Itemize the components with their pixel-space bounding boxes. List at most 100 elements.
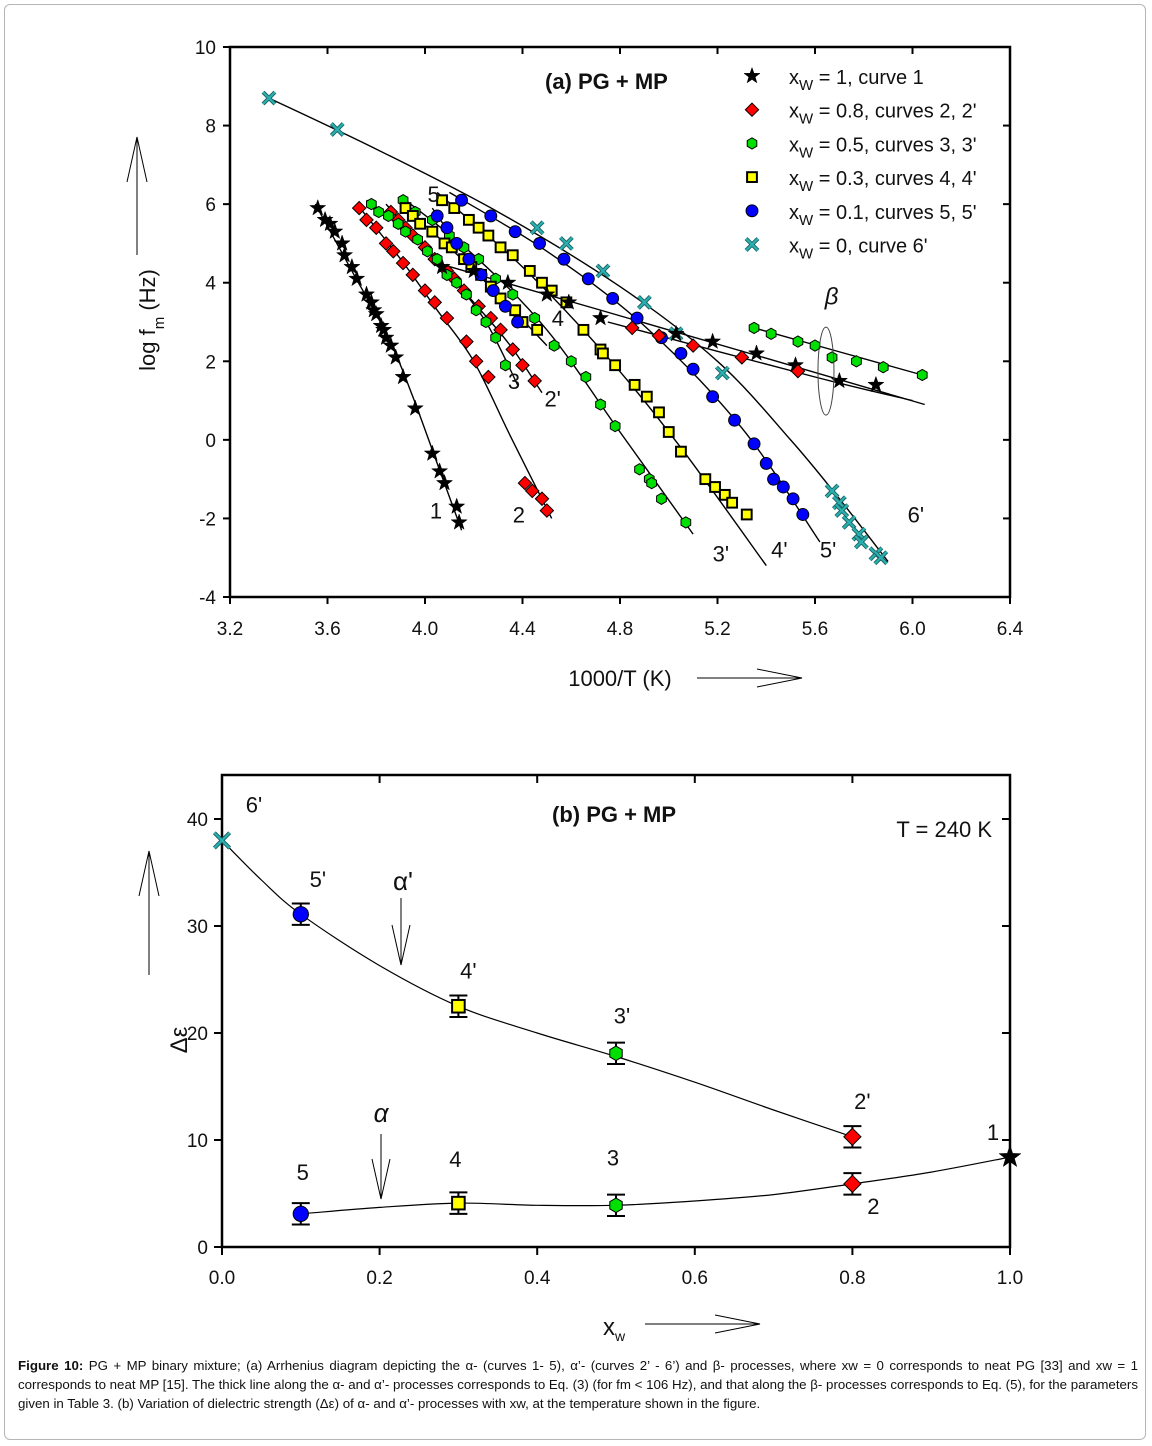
data-point (877, 361, 889, 374)
point-label: 1 (987, 1120, 999, 1145)
x-tick-label-b: 0.8 (839, 1268, 865, 1289)
x-tick-label-b: 0.4 (524, 1268, 551, 1289)
data-point (343, 257, 361, 275)
data-point (726, 496, 739, 509)
data-point (465, 261, 483, 279)
data-point (261, 90, 277, 106)
point-label: 5' (310, 867, 326, 892)
data-point (400, 225, 411, 238)
chart-title-b: (b) PG + MP (552, 802, 676, 827)
data-point (834, 503, 850, 518)
data-point (916, 368, 928, 382)
data-point (490, 331, 501, 344)
data-point (366, 197, 377, 211)
plot-area-a (228, 45, 1012, 599)
figure-frame (4, 4, 1146, 1440)
data-point (675, 445, 687, 458)
data-point (351, 200, 367, 216)
x-tick-label-b: 0.2 (366, 1268, 392, 1289)
legend-marker (746, 171, 758, 183)
data-point (430, 462, 449, 479)
data-point (368, 220, 384, 236)
x-tick-label-a: 6.0 (899, 619, 925, 640)
data-point (399, 202, 412, 214)
curve-label: 6' (908, 502, 924, 527)
y-tick-label-a: 4 (205, 274, 216, 295)
curve-label: 5' (820, 538, 836, 563)
data-point (653, 406, 665, 419)
data-point (591, 308, 610, 326)
point-label: 3 (607, 1145, 619, 1170)
legend-marker (744, 102, 760, 118)
data-point (538, 285, 556, 302)
data-point (378, 236, 394, 251)
data-point (326, 222, 344, 240)
data-point (448, 202, 461, 214)
legend-marker (743, 66, 761, 84)
data-point (395, 255, 411, 271)
data-point (482, 229, 495, 242)
x-tick-label-a: 4.0 (412, 619, 438, 640)
data-point (436, 194, 448, 207)
y-tick-label-a: 10 (195, 38, 216, 59)
data-point (853, 534, 869, 550)
y-axis-arrow-b (138, 850, 160, 975)
data-point (581, 272, 595, 286)
x-tick-label-a: 5.2 (704, 619, 730, 640)
data-point (718, 488, 731, 501)
data-point (747, 437, 761, 451)
data-point (435, 473, 454, 491)
curve-label: 4' (771, 538, 787, 563)
data-point (508, 225, 522, 239)
y-tick-label-a: 6 (205, 195, 216, 216)
curve-label: 5 (427, 182, 439, 207)
data-point (539, 503, 555, 518)
x-axis-arrow-a (697, 668, 803, 688)
data-point (357, 285, 376, 302)
temperature-label: T = 240 K (896, 817, 992, 842)
data-point (686, 362, 700, 376)
data-point (450, 236, 464, 250)
data-point (656, 492, 667, 505)
data-point (309, 198, 327, 216)
x-tick-label-a: 3.6 (314, 619, 340, 640)
data-point (422, 245, 433, 258)
data-point (507, 288, 519, 301)
data-point (455, 193, 469, 207)
y-tick-label-a: -4 (199, 588, 216, 609)
data-point (765, 327, 777, 340)
data-point (595, 263, 611, 279)
point-label: 2 (867, 1194, 879, 1219)
point-label: 6' (246, 792, 262, 817)
data-point (515, 357, 530, 373)
data-point (359, 212, 374, 228)
caption-label: Figure 10: (18, 1358, 84, 1373)
legend-marker (745, 204, 759, 218)
data-point (580, 370, 592, 384)
curve-label: 4 (552, 306, 564, 331)
data-point (394, 367, 412, 385)
data-point (740, 508, 753, 521)
y-axis-arrow-a (126, 136, 148, 255)
data-point (481, 369, 496, 385)
data-point (321, 214, 339, 232)
x-axis-arrow-b (645, 1314, 761, 1334)
curve-label: 2' (544, 386, 560, 411)
data-point (472, 221, 485, 234)
data-point (851, 355, 862, 368)
data-point (426, 225, 439, 238)
data-point (674, 346, 688, 360)
alpha-prime-arrow (391, 898, 411, 966)
point-label: 2' (854, 1089, 870, 1114)
beta-ellipse (817, 326, 835, 416)
legend-label: xW = 1, curve 1 (789, 67, 924, 94)
data-point (329, 122, 345, 137)
data-point (486, 284, 500, 298)
data-point (767, 472, 781, 486)
legend-label: xW = 0.1, curves 5, 5' (789, 202, 977, 229)
curve-label: 1 (430, 498, 442, 523)
data-point (776, 480, 790, 494)
data-point (529, 220, 545, 236)
data-point (348, 269, 366, 287)
caption-text: PG + MP binary mixture; (a) Arrhenius di… (18, 1358, 1138, 1411)
